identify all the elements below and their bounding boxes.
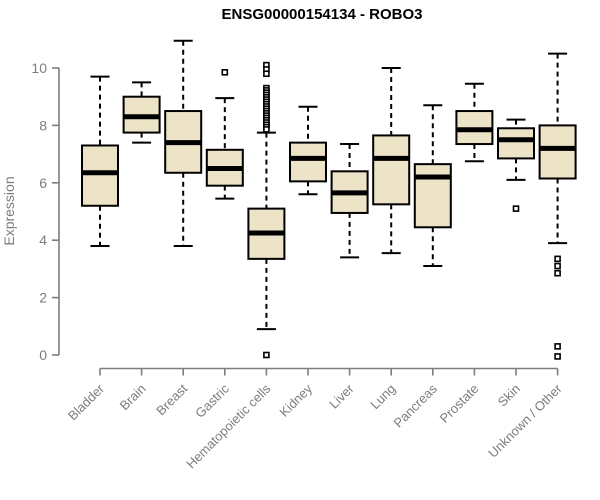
y-axis-tick-label: 8	[39, 117, 47, 133]
x-axis-category-label: Gastric	[192, 381, 232, 421]
x-axis-category-label: Bladder	[65, 381, 108, 424]
iqr-box	[372, 134, 411, 206]
outlier-point	[221, 69, 229, 76]
outlier-point	[554, 262, 561, 270]
iqr-box	[81, 144, 119, 207]
outlier-point	[512, 205, 520, 212]
y-axis-tick-label: 10	[31, 60, 47, 76]
x-axis-category-label: Kidney	[276, 381, 315, 420]
outlier-point	[263, 351, 270, 359]
y-axis-tick-label: 4	[39, 232, 47, 248]
x-axis-category-label: Skin	[495, 381, 523, 409]
y-axis-tick-label: 6	[39, 175, 47, 191]
outlier-point	[554, 343, 561, 350]
x-axis-category-label: Breast	[153, 381, 190, 418]
iqr-box	[413, 163, 452, 229]
y-axis-tick-label: 2	[39, 290, 47, 306]
x-axis-category-label: Lung	[367, 381, 398, 412]
iqr-box	[538, 124, 577, 180]
outlier-point	[263, 126, 270, 133]
x-axis-category-label: Prostate	[437, 381, 482, 426]
x-axis-category-label: Brain	[117, 381, 149, 413]
x-axis-category-label: Pancreas	[390, 381, 440, 431]
x-axis-category-label: Unknown / Other	[485, 381, 565, 461]
chart-title: ENSG00000154134 - ROBO3	[221, 6, 423, 23]
outlier-point	[554, 353, 561, 360]
iqr-box	[289, 141, 327, 183]
y-axis-tick-label: 0	[39, 347, 47, 363]
iqr-box	[497, 127, 535, 160]
outlier-point	[554, 255, 561, 263]
x-axis-category-label: Liver	[326, 381, 357, 412]
outlier-point	[554, 269, 561, 277]
outlier-point	[263, 70, 270, 78]
